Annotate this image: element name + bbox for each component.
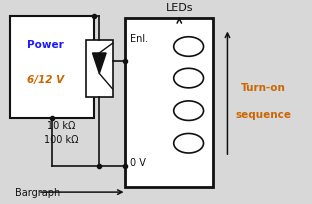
Circle shape: [174, 38, 203, 57]
Circle shape: [174, 69, 203, 88]
Text: Bargraph: Bargraph: [15, 187, 60, 197]
Text: 100 kΩ: 100 kΩ: [44, 134, 79, 144]
Text: sequence: sequence: [235, 109, 291, 119]
Circle shape: [174, 134, 203, 153]
Bar: [125, 19, 213, 187]
Polygon shape: [92, 54, 106, 74]
Text: 6/12 V: 6/12 V: [27, 75, 64, 85]
Text: Enl.: Enl.: [129, 34, 148, 44]
Bar: [86, 41, 113, 98]
Bar: [10, 17, 94, 118]
Text: LEDs: LEDs: [166, 3, 193, 13]
Text: Turn-on: Turn-on: [241, 83, 285, 93]
Text: Power: Power: [27, 40, 64, 50]
Text: 0 V: 0 V: [129, 157, 145, 167]
Circle shape: [174, 101, 203, 121]
Text: 10 kΩ: 10 kΩ: [47, 120, 76, 130]
